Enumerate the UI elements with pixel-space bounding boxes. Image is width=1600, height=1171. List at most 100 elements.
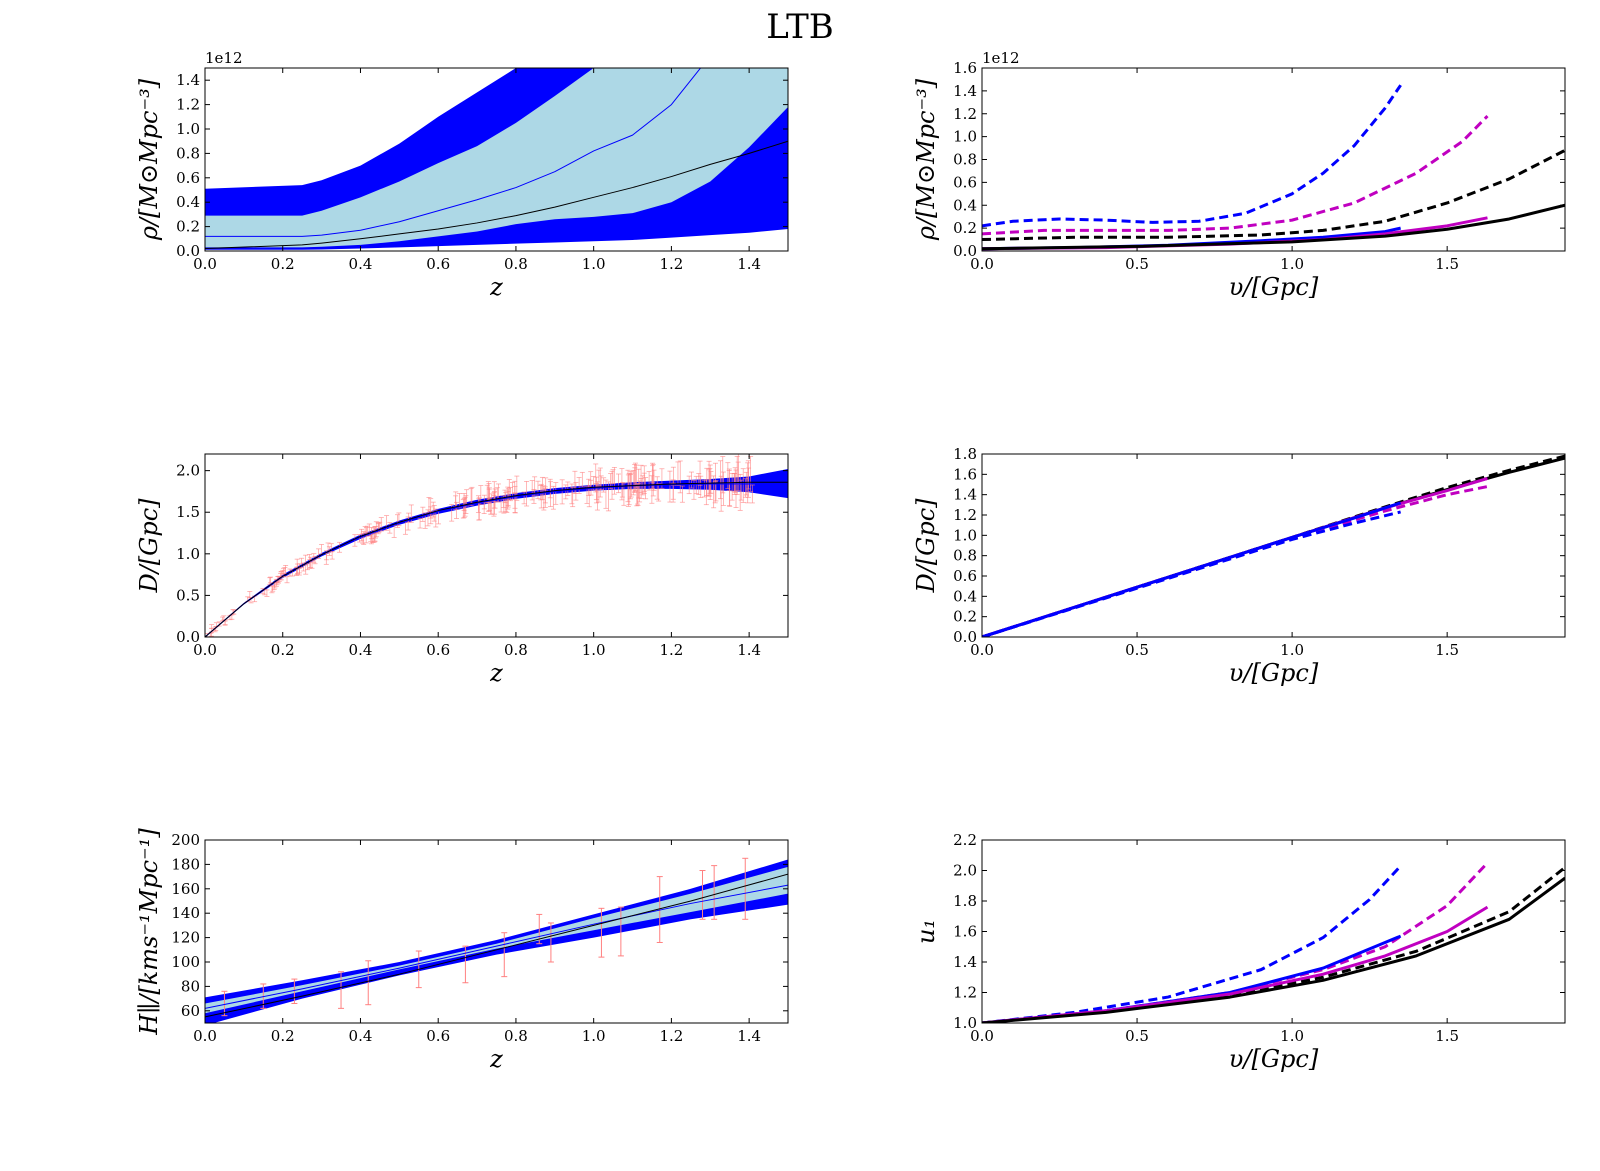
x-tick-label: 0.4 (349, 255, 373, 273)
chart-D_z: 0.0 0.2 0.4 0.6 0.8 1.0 1.2 1.4 0.0 0.5 1.0 1.5 2.0 z… (135, 453, 789, 687)
y-tick-label: 1.5 (176, 503, 200, 521)
y-tick-label: 2.0 (176, 462, 200, 480)
y-tick-label: 1.0 (176, 120, 200, 138)
band-outer-band (205, 859, 788, 1023)
series-line-black-dashed (982, 149, 1565, 242)
y-tick-label: 0.8 (953, 151, 977, 169)
error-bar (365, 960, 372, 1006)
y-tick-label: 1.2 (176, 96, 200, 114)
y-tick-label: 160 (171, 880, 200, 898)
x-tick-label: 1.4 (737, 1027, 761, 1045)
x-axis-label: z (489, 659, 503, 687)
axes-frame (204, 839, 789, 1024)
y-tick-label: 0.0 (176, 242, 200, 260)
y-tick-label: 0.6 (176, 169, 200, 187)
series-line-magenta-dashed (982, 861, 1489, 1023)
y-tick-label: 1.0 (176, 545, 200, 563)
y-tick-label: 2.0 (953, 862, 977, 880)
series-line-blue-solid (982, 934, 1402, 1023)
error-bar (617, 906, 624, 957)
y-tick-label: 100 (171, 953, 200, 971)
y-tick-label: 140 (171, 904, 200, 922)
y-axis-label: H∥/[kms⁻¹Mpc⁻¹] (135, 828, 163, 1036)
y-tick-label: 1.8 (953, 445, 977, 463)
x-axis-label: z (489, 1045, 503, 1073)
y-tick-label: 80 (181, 977, 200, 995)
series-line-black-solid (982, 203, 1565, 251)
x-tick-label: 0.6 (426, 641, 450, 659)
chart-H_z: 0.0 0.2 0.4 0.6 0.8 1.0 1.2 1.4 60 80 100 120 140 160… (135, 828, 789, 1073)
chart-D_v: 0.0 0.5 1.0 1.5 0.0 0.2 0.4 0.6 0.8 1.0 1.2 1.4 1.6 1… (912, 445, 1566, 687)
x-tick-label: 1.2 (659, 1027, 683, 1045)
error-bar (547, 922, 554, 963)
x-tick-label: 1.0 (1280, 641, 1304, 659)
x-tick-label: 0.2 (271, 255, 295, 273)
x-axis-label: υ/[Gpc] (1229, 273, 1319, 301)
chart-u1_v: 0.0 0.5 1.0 1.5 1.0 1.2 1.4 1.6 1.8 2.0 2.2 υ/[Gpc]… (912, 831, 1566, 1073)
x-tick-label: 0.0 (193, 641, 217, 659)
error-bar (656, 876, 663, 943)
y-tick-label: 1.2 (953, 105, 977, 123)
y-tick-label: 1.2 (953, 984, 977, 1002)
series-line-blue-solid (982, 501, 1402, 637)
x-tick-label: 1.5 (1435, 255, 1459, 273)
plot-area (982, 454, 1565, 637)
x-tick-label: 1.0 (582, 641, 606, 659)
x-tick-label: 0.8 (504, 641, 528, 659)
y-axis-label: D/[Gpc] (912, 498, 940, 594)
x-tick-label: 1.0 (582, 255, 606, 273)
y-tick-label: 1.0 (953, 526, 977, 544)
y-tick-label: 1.0 (953, 1014, 977, 1032)
x-tick-label: 0.0 (970, 255, 994, 273)
error-bar (598, 907, 605, 958)
x-tick-label: 1.0 (582, 1027, 606, 1045)
plot-area (205, 857, 788, 1023)
error-bar (501, 932, 508, 978)
series-line-black-dashed (982, 866, 1565, 1023)
x-tick-label: 0.2 (271, 1027, 295, 1045)
plot-area (982, 84, 1565, 251)
series-line-median (205, 884, 788, 1009)
x-tick-label: 1.0 (1280, 1027, 1304, 1045)
error-bar (221, 990, 228, 1017)
y-tick-label: 60 (181, 1002, 200, 1020)
y-tick-label: 0.6 (953, 173, 977, 191)
y-axis-label: D/[Gpc] (135, 498, 163, 594)
x-tick-label: 1.4 (737, 641, 761, 659)
chart-rho_z: 0.0 0.2 0.4 0.6 0.8 1.0 1.2 1.4 0.0 0.2 0.4 0.6 0.8 1… (135, 49, 789, 301)
plot-area (205, 68, 788, 250)
error-bar (462, 945, 469, 984)
y-tick-label: 1.6 (953, 59, 977, 77)
y-tick-label: 1.6 (953, 465, 977, 483)
series-line-blue-dashed (982, 84, 1402, 228)
y-tick-label: 1.4 (953, 486, 977, 504)
y-tick-label: 1.2 (953, 506, 977, 524)
y-tick-label: 0.0 (176, 628, 200, 646)
y-tick-label: 0.4 (953, 196, 977, 214)
x-tick-label: 0.8 (504, 255, 528, 273)
y-tick-label: 1.0 (953, 128, 977, 146)
error-bar (711, 865, 718, 920)
x-axis-label: υ/[Gpc] (1229, 659, 1319, 687)
y-tick-label: 0.4 (953, 587, 977, 605)
axes-frame (204, 453, 789, 638)
y-tick-label: 0.8 (953, 547, 977, 565)
y-axis-label: ρ/[M⊙Mpc⁻³] (135, 78, 163, 241)
series-line-magenta-dashed (982, 485, 1488, 637)
y-axis-label: u₁ (912, 919, 940, 944)
y-tick-label: 200 (171, 831, 200, 849)
error-bar (338, 971, 345, 1009)
y-tick-label: 0.0 (953, 628, 977, 646)
x-tick-label: 1.5 (1435, 1027, 1459, 1045)
series-line-reference (205, 140, 788, 250)
y-tick-label: 0.5 (176, 586, 200, 604)
y-tick-label: 1.4 (953, 82, 977, 100)
series-line-blue-dashed (982, 510, 1401, 637)
series-line-median (205, 483, 788, 637)
offset-label: 1e12 (205, 49, 243, 67)
y-tick-label: 0.2 (953, 219, 977, 237)
y-tick-label: 1.4 (176, 71, 200, 89)
figure-title: LTB (766, 7, 833, 47)
error-bar (699, 870, 706, 920)
